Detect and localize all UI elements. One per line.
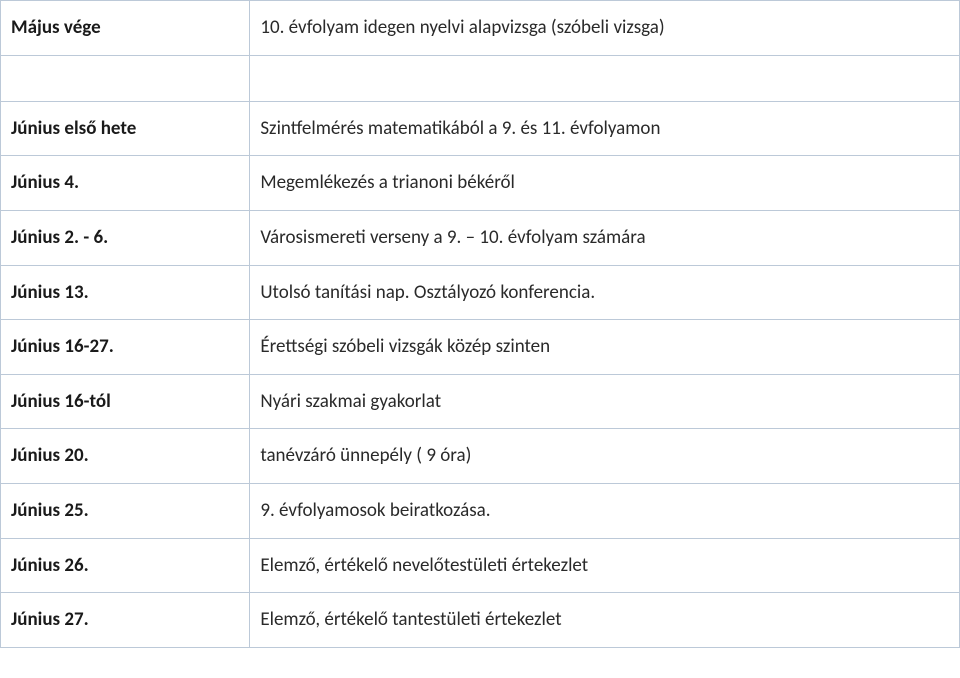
table-row: Május vége10. évfolyam idegen nyelvi ala… — [1, 1, 960, 56]
date-cell: Június 26. — [1, 538, 250, 593]
event-cell: 9. évfolyamosok beiratkozása. — [250, 484, 960, 539]
spacer-cell-left — [1, 55, 250, 101]
event-cell: 10. évfolyam idegen nyelvi alapvizsga (s… — [250, 1, 960, 56]
table-row: Június 27.Elemző, értékelő tantestületi … — [1, 593, 960, 648]
schedule-table: Május vége10. évfolyam idegen nyelvi ala… — [0, 0, 960, 648]
event-cell: Elemző, értékelő nevelőtestületi értekez… — [250, 538, 960, 593]
event-cell: Nyári szakmai gyakorlat — [250, 374, 960, 429]
date-cell: Június 25. — [1, 484, 250, 539]
date-cell: Június 16-27. — [1, 320, 250, 375]
event-cell: Megemlékezés a trianoni békéről — [250, 156, 960, 211]
date-cell: Június első hete — [1, 101, 250, 156]
date-cell: Június 20. — [1, 429, 250, 484]
event-cell: Utolsó tanítási nap. Osztályozó konferen… — [250, 265, 960, 320]
table-row: Június 2. - 6.Városismereti verseny a 9.… — [1, 210, 960, 265]
date-cell: Június 27. — [1, 593, 250, 648]
table-row: Június 26.Elemző, értékelő nevelőtestüle… — [1, 538, 960, 593]
table-row: Június 16-tólNyári szakmai gyakorlat — [1, 374, 960, 429]
event-cell: Szintfelmérés matematikából a 9. és 11. … — [250, 101, 960, 156]
event-cell: Elemző, értékelő tantestületi értekezlet — [250, 593, 960, 648]
event-cell: Érettségi szóbeli vizsgák közép szinten — [250, 320, 960, 375]
document-page: Május vége10. évfolyam idegen nyelvi ala… — [0, 0, 960, 678]
table-row: Június 20.tanévzáró ünnepély ( 9 óra) — [1, 429, 960, 484]
table-row: Június 16-27.Érettségi szóbeli vizsgák k… — [1, 320, 960, 375]
event-cell: tanévzáró ünnepély ( 9 óra) — [250, 429, 960, 484]
table-row: Június 13.Utolsó tanítási nap. Osztályoz… — [1, 265, 960, 320]
table-row: Június 25.9. évfolyamosok beiratkozása. — [1, 484, 960, 539]
table-row: Június első heteSzintfelmérés matematiká… — [1, 101, 960, 156]
date-cell: Június 2. - 6. — [1, 210, 250, 265]
schedule-tbody: Május vége10. évfolyam idegen nyelvi ala… — [1, 1, 960, 648]
date-cell: Június 13. — [1, 265, 250, 320]
table-row — [1, 55, 960, 101]
date-cell: Május vége — [1, 1, 250, 56]
spacer-cell-right — [250, 55, 960, 101]
table-row: Június 4.Megemlékezés a trianoni békéről — [1, 156, 960, 211]
event-cell: Városismereti verseny a 9. – 10. évfolya… — [250, 210, 960, 265]
date-cell: Június 4. — [1, 156, 250, 211]
date-cell: Június 16-tól — [1, 374, 250, 429]
